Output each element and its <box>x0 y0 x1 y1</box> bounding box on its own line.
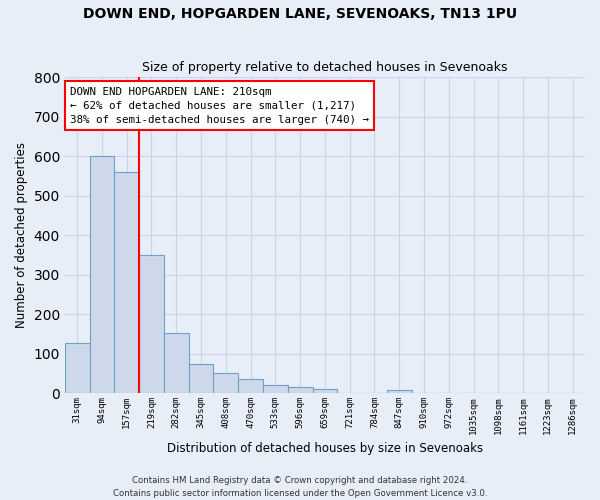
Bar <box>188 364 214 394</box>
Bar <box>313 388 337 394</box>
Bar <box>65 342 89 394</box>
Bar <box>214 372 238 394</box>
Bar <box>263 386 288 394</box>
Bar <box>164 333 188 394</box>
X-axis label: Distribution of detached houses by size in Sevenoaks: Distribution of detached houses by size … <box>167 442 483 455</box>
Text: DOWN END HOPGARDEN LANE: 210sqm
← 62% of detached houses are smaller (1,217)
38%: DOWN END HOPGARDEN LANE: 210sqm ← 62% of… <box>70 86 369 124</box>
Y-axis label: Number of detached properties: Number of detached properties <box>15 142 28 328</box>
Bar <box>89 156 115 394</box>
Text: Contains HM Land Registry data © Crown copyright and database right 2024.
Contai: Contains HM Land Registry data © Crown c… <box>113 476 487 498</box>
Bar <box>288 388 313 394</box>
Bar <box>139 255 164 394</box>
Text: DOWN END, HOPGARDEN LANE, SEVENOAKS, TN13 1PU: DOWN END, HOPGARDEN LANE, SEVENOAKS, TN1… <box>83 8 517 22</box>
Bar <box>115 172 139 394</box>
Bar <box>387 390 412 394</box>
Bar <box>238 380 263 394</box>
Title: Size of property relative to detached houses in Sevenoaks: Size of property relative to detached ho… <box>142 62 508 74</box>
